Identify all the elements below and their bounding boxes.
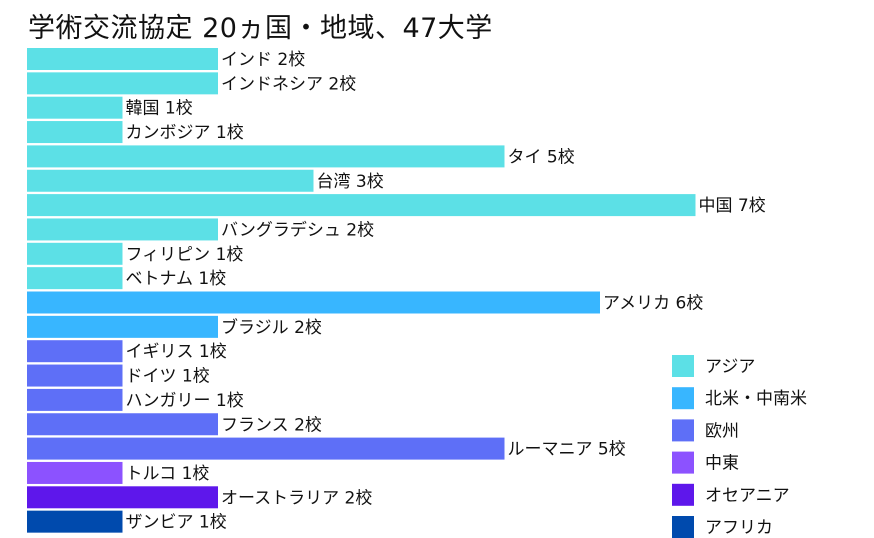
bar-label-13: イギリス 1校 [126, 342, 227, 362]
bar-label-18: トルコ 1校 [126, 464, 210, 484]
bar-3 [27, 96, 123, 119]
bar-label-11: アメリカ 6校 [603, 294, 703, 314]
legend-label-2: 北米・中南米 [705, 389, 807, 409]
bar-label-14: ドイツ 1校 [126, 367, 210, 387]
bar-18 [27, 461, 123, 484]
bar-15 [27, 388, 123, 411]
bar-19 [27, 486, 218, 509]
legend-swatch-6 [672, 516, 694, 538]
bar-13 [27, 340, 123, 363]
bar-4 [27, 121, 123, 144]
bar-20 [27, 510, 123, 533]
bar-label-4: カンボジア 1校 [126, 123, 244, 143]
bar-label-10: ベトナム 1校 [126, 269, 227, 289]
bar-12 [27, 315, 218, 338]
legend-label-6: アフリカ [705, 518, 773, 538]
legend-label-3: 欧州 [705, 421, 739, 441]
bar-label-6: 台湾 3校 [317, 172, 384, 192]
bar-5 [27, 145, 505, 168]
bar-14 [27, 364, 123, 387]
bar-label-19: オーストラリア 2校 [221, 488, 372, 508]
bar-10 [27, 267, 123, 290]
bar-2 [27, 72, 218, 95]
bar-9 [27, 242, 123, 265]
bar-label-7: 中国 7校 [699, 196, 766, 216]
bar-1 [27, 48, 218, 70]
bar-label-3: 韓国 1校 [126, 99, 193, 119]
bar-17 [27, 437, 505, 460]
chart-title: 学術交流協定 20ヵ国・地域、47大学 [28, 13, 493, 44]
bar-label-1: インド 2校 [221, 50, 305, 70]
bar-label-16: フランス 2校 [221, 415, 322, 435]
bar-label-8: バングラデシュ 2校 [221, 219, 374, 240]
bar-label-9: フィリピン 1校 [126, 245, 244, 265]
legend-label-5: オセアニア [705, 486, 790, 506]
legend-swatch-3 [672, 419, 694, 442]
bar-7 [27, 194, 696, 217]
bar-label-17: ルーマニア 5校 [508, 440, 626, 460]
bar-6 [27, 169, 314, 192]
legend-swatch-1 [672, 355, 694, 377]
bar-8 [27, 218, 218, 241]
bar-label-2: インドネシア 2校 [221, 74, 356, 94]
bar-11 [27, 291, 600, 314]
bar-label-12: ブラジル 2校 [221, 317, 322, 338]
legend-swatch-4 [672, 451, 694, 474]
legend-swatch-2 [672, 387, 694, 410]
legend-swatch-5 [672, 483, 694, 506]
bar-label-5: タイ 5校 [508, 147, 575, 167]
legend-label-1: アジア [705, 357, 755, 377]
legend-label-4: 中東 [705, 454, 739, 474]
bar-label-15: ハンガリー 1校 [126, 391, 244, 411]
bar-16 [27, 413, 218, 436]
bar-label-20: ザンビア 1校 [126, 513, 227, 533]
